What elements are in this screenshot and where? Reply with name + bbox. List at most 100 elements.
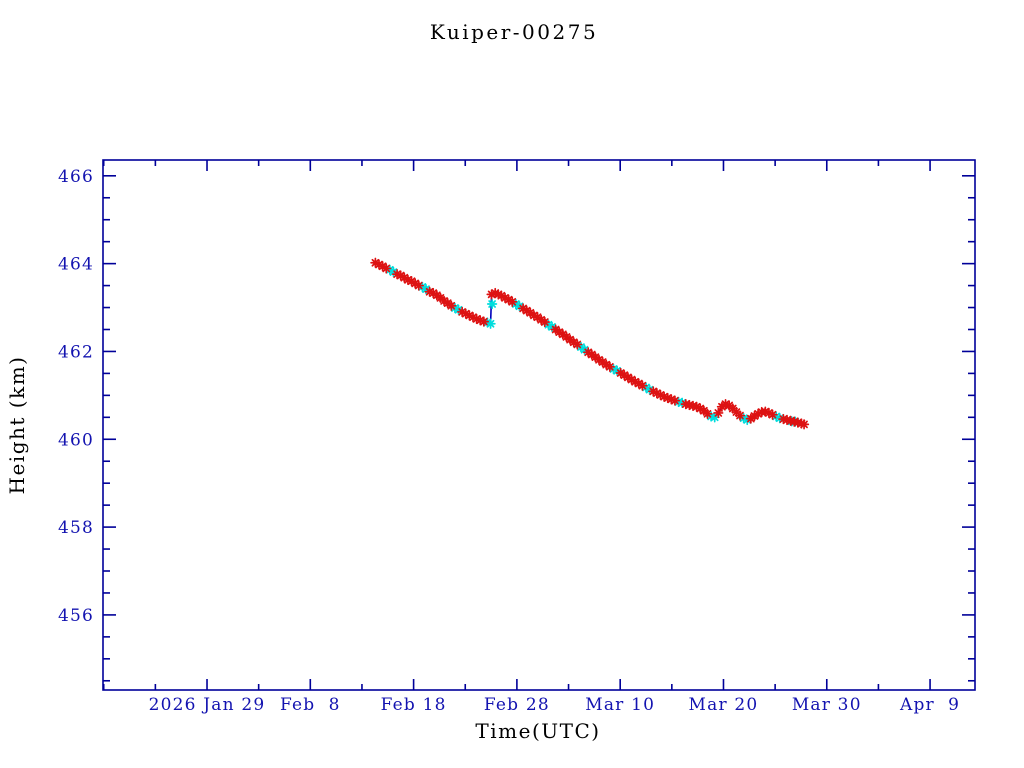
red-observations-marker xyxy=(720,398,731,410)
red-observations-marker xyxy=(785,415,796,426)
red-observations-marker xyxy=(778,413,789,425)
red-observations-marker xyxy=(713,407,724,419)
red-observations-marker xyxy=(687,400,699,412)
red-observations-marker xyxy=(734,410,746,421)
red-observations-marker xyxy=(370,257,381,268)
red-observations-marker xyxy=(471,313,482,325)
red-observations-marker xyxy=(622,372,634,383)
red-observations-marker xyxy=(583,347,594,358)
y-axis-label: Height (km) xyxy=(5,356,29,495)
red-observations-marker xyxy=(493,289,504,300)
red-observations xyxy=(370,257,810,430)
red-observations-marker xyxy=(637,380,648,391)
plot-frame xyxy=(102,159,976,691)
red-observations-marker xyxy=(399,272,410,283)
red-observations-marker xyxy=(406,276,417,287)
y-tick-label: 456 xyxy=(58,606,94,626)
red-observations-marker xyxy=(695,403,706,414)
red-observations-marker xyxy=(749,410,760,422)
red-observations-marker xyxy=(467,312,479,323)
red-observations-marker xyxy=(373,259,385,270)
red-observations-marker xyxy=(568,337,579,348)
red-observations-marker xyxy=(539,316,550,328)
x-axis-label: Time(UTC) xyxy=(475,719,600,743)
red-observations-marker xyxy=(486,289,497,300)
red-observations-marker xyxy=(651,388,663,399)
cyan-observations-marker xyxy=(417,281,428,293)
red-observations-marker xyxy=(438,295,450,307)
red-observations-marker xyxy=(662,392,673,404)
cyan-observations-marker xyxy=(673,396,684,408)
red-observations-marker xyxy=(395,270,406,281)
cyan-observations-marker xyxy=(709,412,720,423)
cyan-observations-marker xyxy=(611,365,623,376)
red-observations-marker xyxy=(760,406,771,417)
x-tick-label: 2026 Jan 29 xyxy=(149,695,266,715)
red-observations-marker xyxy=(478,316,489,327)
cyan-observations-marker xyxy=(742,414,753,426)
chart-title: Kuiper-00275 xyxy=(430,20,598,44)
cyan-observations-marker xyxy=(644,384,655,395)
red-observations-marker xyxy=(593,354,605,365)
x-tick-label: Feb 28 xyxy=(484,695,550,715)
y-tick-label: 462 xyxy=(58,342,94,362)
red-observations-marker xyxy=(424,286,435,297)
x-tick-label: Apr 9 xyxy=(899,695,960,715)
red-observations-marker xyxy=(666,394,677,405)
red-observations-marker xyxy=(684,399,695,411)
red-observations-marker xyxy=(604,361,616,372)
y-tick-label: 458 xyxy=(58,518,94,538)
red-observations-marker xyxy=(796,418,807,429)
red-observations-marker xyxy=(615,367,626,379)
y-tick-label: 460 xyxy=(58,430,94,450)
cyan-observations-marker xyxy=(608,363,619,375)
red-observations-marker xyxy=(377,261,388,272)
red-observations-marker xyxy=(763,407,775,419)
red-observations-marker xyxy=(601,359,612,370)
red-observations-marker xyxy=(648,386,659,397)
red-observations-marker xyxy=(633,378,644,389)
cyan-observations-marker xyxy=(514,301,525,312)
red-observations-marker xyxy=(536,314,547,325)
red-observations-marker xyxy=(669,395,681,406)
red-observations-marker xyxy=(507,296,518,307)
red-observations-marker xyxy=(528,310,540,321)
x-tick-label: Feb 8 xyxy=(280,695,341,715)
red-observations-marker xyxy=(446,300,457,311)
red-observations-marker xyxy=(572,339,583,350)
red-observations-marker xyxy=(626,374,637,385)
red-observations-marker xyxy=(503,294,514,305)
red-observations-marker xyxy=(402,274,414,286)
cyan-observations-marker xyxy=(677,397,688,408)
red-observations-marker xyxy=(521,305,532,316)
cyan-observations xyxy=(384,264,801,427)
red-observations-marker xyxy=(413,280,424,291)
cyan-observations-marker xyxy=(388,266,399,278)
red-observations-marker xyxy=(752,408,764,419)
red-observations-marker xyxy=(410,278,421,289)
height-track-line xyxy=(375,262,805,426)
red-observations-marker xyxy=(691,401,702,412)
red-observations-marker xyxy=(381,263,392,274)
red-observations-marker xyxy=(456,306,468,318)
tick-labels: 2026 Jan 29 Feb 8 Feb 18 Feb 28 Mar 10 Mar 20… xyxy=(58,167,960,715)
plot-border xyxy=(102,159,976,691)
red-observations-marker xyxy=(680,398,691,410)
cyan-observations-marker xyxy=(486,298,498,310)
cyan-observations-marker xyxy=(449,302,461,314)
red-observations-marker xyxy=(630,376,641,387)
red-observations-marker xyxy=(781,414,793,426)
cyan-observations-marker xyxy=(640,382,652,393)
cyan-observations-marker xyxy=(482,317,493,328)
red-observations-marker xyxy=(658,391,670,402)
cyan-observations-marker xyxy=(384,264,395,275)
x-tick-label: Mar 20 xyxy=(689,695,759,715)
x-tick-label: Mar 30 xyxy=(792,695,862,715)
x-tick-label: Feb 18 xyxy=(381,695,447,715)
red-observations-marker xyxy=(655,389,666,401)
cyan-observations-marker xyxy=(485,318,496,329)
red-observations-marker xyxy=(702,408,713,419)
red-observations-marker xyxy=(475,315,486,326)
